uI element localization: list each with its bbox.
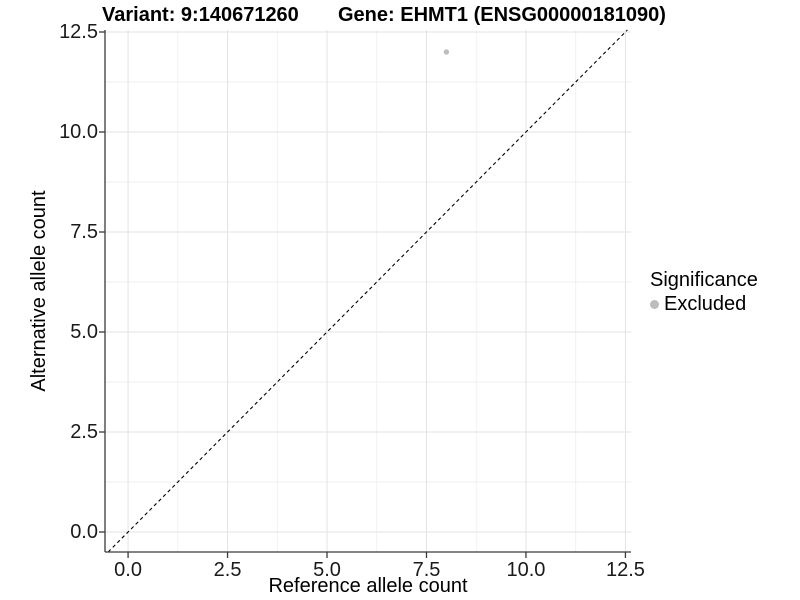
plot-title-variant: Variant: 9:140671260 [102, 4, 299, 26]
legend-item-label: Excluded [664, 293, 747, 315]
legend-title: Significance [650, 269, 758, 291]
data-point-excluded [443, 49, 450, 55]
x-tick-label: 2.5 [213, 559, 242, 581]
x-axis-title: Reference allele count [268, 575, 468, 597]
y-tick-label: 2.5 [70, 421, 98, 443]
plot-title: Variant: 9:140671260 Gene: EHMT1 (ENSG00… [0, 3, 800, 29]
x-tick-label: 7.5 [412, 559, 441, 581]
y-tick-label: 10.0 [59, 121, 98, 143]
y-tick-label: 7.5 [70, 221, 98, 243]
x-tick-label: 12.5 [605, 559, 645, 581]
legend-item-excluded: Excluded [650, 293, 758, 315]
x-tick-label: 10.0 [506, 559, 546, 581]
y-tick-label: 0.0 [70, 521, 98, 543]
plot-title-gene: Gene: EHMT1 (ENSG00000181090) [338, 4, 666, 26]
identity-line [107, 29, 628, 553]
excluded-point-marker-icon [650, 299, 659, 309]
x-tick-label: 5.0 [313, 559, 341, 581]
plot-panel [99, 29, 631, 558]
y-tick-label: 5.0 [70, 321, 98, 343]
legend: Significance Excluded [650, 268, 758, 315]
y-tick-label: 12.5 [59, 21, 98, 43]
x-tick-label: 0.0 [114, 559, 142, 581]
